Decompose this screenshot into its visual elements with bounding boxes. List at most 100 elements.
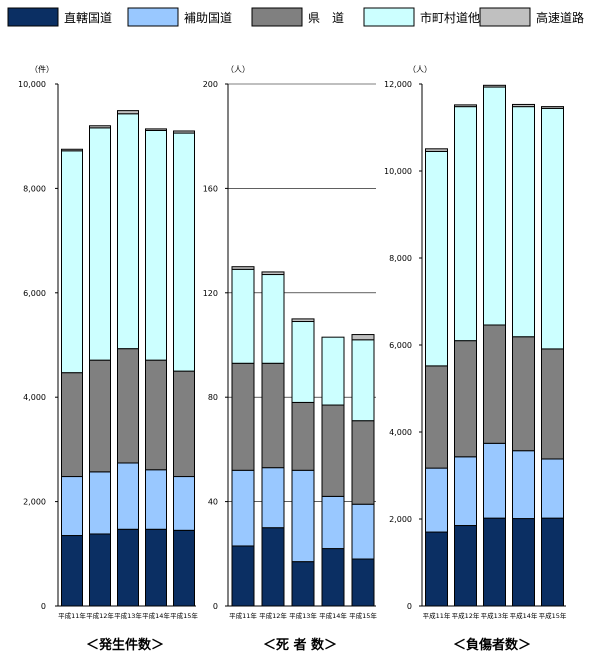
bar-segment xyxy=(261,271,285,276)
y-tick-label: 10,000 xyxy=(18,80,46,89)
chart-panel: 0 2,000 4,000 6,000 8,000 10,000 （件） 平成11年 平成12年… xyxy=(18,64,198,653)
bar-segment xyxy=(483,517,506,607)
bar-segment xyxy=(117,528,139,607)
bar-stack xyxy=(145,128,167,607)
bar-segment xyxy=(425,531,448,607)
bar-segment xyxy=(145,469,167,530)
y-tick-label: 2,000 xyxy=(23,498,46,507)
x-tick-label: 平成13年 xyxy=(481,611,509,620)
y-tick-label: 4,000 xyxy=(389,428,412,437)
x-tick-label: 平成15年 xyxy=(170,611,198,620)
bar-segment xyxy=(541,106,564,109)
x-tick-label: 平成14年 xyxy=(142,611,170,620)
legend-label: 補助国道 xyxy=(184,11,232,25)
x-tick-label: 平成11年 xyxy=(423,611,451,620)
x-tick-label: 平成14年 xyxy=(319,611,347,620)
y-tick-label: 2,000 xyxy=(389,515,412,524)
x-tick-label: 平成12年 xyxy=(452,611,480,620)
bar-segment xyxy=(291,561,315,607)
unit-label: （件） xyxy=(30,64,54,74)
y-tick-label: 10,000 xyxy=(384,167,412,176)
y-tick-label: 6,000 xyxy=(389,341,412,350)
bar-segment xyxy=(117,462,139,530)
bar-segment xyxy=(173,132,195,372)
y-tick-label: 0 xyxy=(41,602,46,611)
legend-item: 直轄国道 xyxy=(7,7,112,27)
legend-label: 県 道 xyxy=(308,11,344,25)
bar-segment xyxy=(512,106,535,338)
bar-stack xyxy=(454,104,477,607)
bar-segment xyxy=(321,495,345,550)
bar-segment xyxy=(291,318,315,323)
bar-segment xyxy=(454,456,477,527)
legend-swatch xyxy=(7,7,59,27)
bar-segment xyxy=(483,84,506,88)
chart-title: ＜負傷者数＞ xyxy=(453,637,531,653)
bar-stack xyxy=(512,103,535,607)
bar-segment xyxy=(351,420,375,505)
bar-segment xyxy=(351,503,375,560)
chart-title: ＜死 者 数＞ xyxy=(263,637,337,653)
y-tick-label: 160 xyxy=(203,184,218,193)
bar-segment xyxy=(261,274,285,364)
bar-segment xyxy=(351,558,375,607)
legend: 直轄国道 補助国道 県 道 市町村道他 高速道路 xyxy=(7,7,584,27)
y-tick-label: 80 xyxy=(208,393,218,402)
bar-segment xyxy=(231,266,255,270)
bar-segment xyxy=(261,527,285,607)
bar-segment xyxy=(351,334,375,341)
bar-stack xyxy=(291,318,315,607)
bar-segment xyxy=(89,359,111,473)
y-tick-label: 8,000 xyxy=(23,184,46,193)
legend-label: 市町村道他 xyxy=(420,10,480,25)
bar-segment xyxy=(117,113,139,350)
chart-panel: 0 40 80 120 160 200 （人） 平成11年 平成12年 平成13年 平成14年 平成1… xyxy=(203,65,378,653)
bar-segment xyxy=(145,129,167,361)
bar-segment xyxy=(483,324,506,444)
bar-segment xyxy=(61,535,83,607)
x-tick-label: 平成12年 xyxy=(259,611,287,620)
bar-segment xyxy=(454,525,477,607)
bar-segment xyxy=(512,450,535,520)
bar-segment xyxy=(173,370,195,478)
legend-swatch xyxy=(127,7,179,27)
legend-label: 高速道路 xyxy=(536,10,584,25)
x-tick-label: 平成12年 xyxy=(86,611,114,620)
bar-segment xyxy=(512,103,535,108)
y-tick-label: 12,000 xyxy=(384,80,412,89)
bar-stack xyxy=(89,125,111,607)
bar-segment xyxy=(454,340,477,458)
bar-stack xyxy=(425,148,448,607)
bar-segment xyxy=(454,104,477,108)
y-tick-label: 8,000 xyxy=(389,254,412,263)
bar-segment xyxy=(483,86,506,326)
x-tick-label: 平成13年 xyxy=(114,611,142,620)
bar-stack xyxy=(261,271,285,607)
bar-segment xyxy=(173,476,195,531)
y-tick-label: 6,000 xyxy=(23,289,46,298)
bar-segment xyxy=(261,467,285,529)
bar-stack xyxy=(321,336,345,607)
bar-segment xyxy=(231,268,255,364)
x-tick-label: 平成15年 xyxy=(539,611,567,620)
x-tick-label: 平成15年 xyxy=(349,611,377,620)
chart-panel: 0 2,000 4,000 6,000 8,000 10,000 12,000 （人） 平成11… xyxy=(384,65,567,653)
bar-segment xyxy=(89,533,111,607)
legend-item: 県 道 xyxy=(251,7,344,27)
y-tick-label: 200 xyxy=(203,80,218,89)
bar-segment xyxy=(89,127,111,361)
bar-segment xyxy=(541,107,564,350)
bar-segment xyxy=(425,467,448,533)
unit-label: （人） xyxy=(226,65,250,74)
bar-segment xyxy=(291,401,315,471)
legend-item: 補助国道 xyxy=(127,7,232,27)
bar-stack xyxy=(351,334,375,607)
y-tick-label: 40 xyxy=(208,498,218,507)
legend-swatch xyxy=(251,7,303,27)
x-tick-label: 平成13年 xyxy=(289,611,317,620)
bar-segment xyxy=(483,442,506,519)
bar-segment xyxy=(321,336,345,406)
